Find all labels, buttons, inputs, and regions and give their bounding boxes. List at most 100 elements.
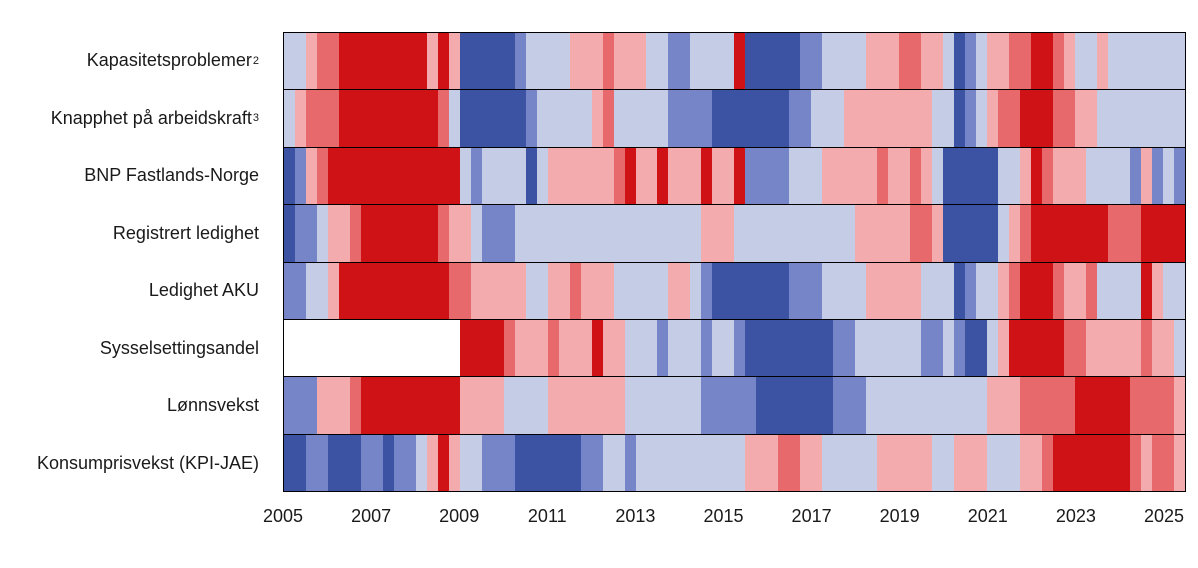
heatmap-cell (448, 205, 460, 262)
heatmap-cell (701, 205, 713, 262)
heatmap-cell (569, 377, 581, 434)
heatmap-cell (712, 377, 724, 434)
heatmap-cell (437, 377, 449, 434)
heatmap-cell (514, 377, 526, 434)
heatmap-cell (1052, 377, 1064, 434)
heatmap-cell (712, 147, 724, 205)
heatmap-cell (481, 262, 493, 319)
heatmap-cell (1107, 147, 1119, 205)
heatmap-cell (503, 377, 515, 434)
row-label: Konsumprisvekst (KPI-JAE) (0, 435, 271, 493)
heatmap-cell (415, 205, 427, 262)
heatmap-cell (1129, 377, 1141, 434)
heatmap-cell (701, 434, 713, 491)
heatmap-cell (767, 33, 779, 90)
heatmap-cell (844, 262, 856, 319)
heatmap-cell (1063, 377, 1075, 434)
heatmap-cell (690, 377, 702, 434)
heatmap-cell (349, 319, 361, 377)
heatmap-cell (580, 90, 592, 147)
heatmap-cell (404, 434, 416, 491)
heatmap-cell (1096, 262, 1108, 319)
heatmap-cell (1151, 319, 1163, 377)
heatmap-cell (624, 90, 636, 147)
heatmap-cell (1096, 377, 1108, 434)
heatmap-cell (954, 319, 966, 377)
heatmap-cell (932, 147, 944, 205)
heatmap-cell (822, 205, 834, 262)
heatmap-cell (811, 319, 823, 377)
heatmap-cell (899, 33, 911, 90)
x-axis-tick: 2025 (1143, 506, 1184, 526)
heatmap-cell (492, 205, 504, 262)
heatmap-cell (514, 205, 526, 262)
heatmap-cell (1063, 205, 1075, 262)
heatmap-cell (899, 319, 911, 377)
heatmap-cell (899, 147, 911, 205)
heatmap-cell (833, 147, 845, 205)
heatmap-cell (866, 319, 878, 377)
heatmap-cell (503, 434, 515, 491)
heatmap-cell (316, 205, 328, 262)
heatmap-cell (943, 147, 955, 205)
heatmap-cell (525, 33, 537, 90)
heatmap-cell (1173, 90, 1185, 147)
heatmap-cell (547, 319, 559, 377)
heatmap-cell (778, 377, 790, 434)
heatmap-cell (833, 262, 845, 319)
row-label: Lønnsvekst (0, 377, 271, 435)
heatmap-cell (1129, 147, 1141, 205)
heatmap-cell (360, 147, 372, 205)
heatmap-cell (723, 33, 735, 90)
heatmap-cell (305, 377, 317, 434)
heatmap-cell (470, 262, 482, 319)
heatmap-cell (987, 262, 998, 319)
heatmap-cell (1041, 262, 1053, 319)
heatmap-cell (888, 90, 900, 147)
heatmap-cell (943, 262, 955, 319)
heatmap-cell (668, 262, 680, 319)
heatmap-cell (866, 434, 878, 491)
heatmap-cell (1162, 33, 1174, 90)
heatmap-cell (1096, 434, 1108, 491)
heatmap-cell (822, 33, 834, 90)
heatmap-cell (569, 262, 581, 319)
heatmap-cell (580, 434, 592, 491)
heatmap-cell (1151, 90, 1163, 147)
heatmap-cell (899, 434, 911, 491)
heatmap-cell (811, 205, 823, 262)
heatmap-cell (316, 90, 328, 147)
heatmap-cell (965, 205, 977, 262)
heatmap-cell (668, 205, 680, 262)
heatmap-cell (997, 33, 1009, 90)
heatmap-cell (877, 90, 889, 147)
heatmap-cell (1140, 319, 1152, 377)
heatmap-cell (1030, 377, 1042, 434)
heatmap-cell (1030, 205, 1042, 262)
heatmap-cell (767, 147, 779, 205)
heatmap-cell (1063, 262, 1075, 319)
heatmap-cell (382, 205, 394, 262)
heatmap-cell (382, 377, 394, 434)
heatmap-cell (657, 434, 669, 491)
heatmap-cell (1008, 205, 1020, 262)
heatmap-cell (866, 205, 878, 262)
heatmap-cell (910, 33, 922, 90)
heatmap-cell (965, 33, 977, 90)
heatmap-cell (734, 319, 746, 377)
heatmap-cell (657, 262, 669, 319)
heatmap-cell (976, 33, 987, 90)
heatmap-cell (855, 147, 867, 205)
heatmap-cell (690, 434, 702, 491)
heatmap-cell (800, 90, 812, 147)
heatmap-cell (997, 319, 1009, 377)
heatmap-row (284, 377, 1185, 435)
heatmap-cell (404, 377, 416, 434)
heatmap-cell (987, 205, 998, 262)
x-axis-tick: 2005 (262, 506, 304, 526)
heatmap-cell (371, 262, 383, 319)
heatmap-cell (470, 90, 482, 147)
heatmap-cell (789, 434, 801, 491)
heatmap-cell (316, 319, 328, 377)
